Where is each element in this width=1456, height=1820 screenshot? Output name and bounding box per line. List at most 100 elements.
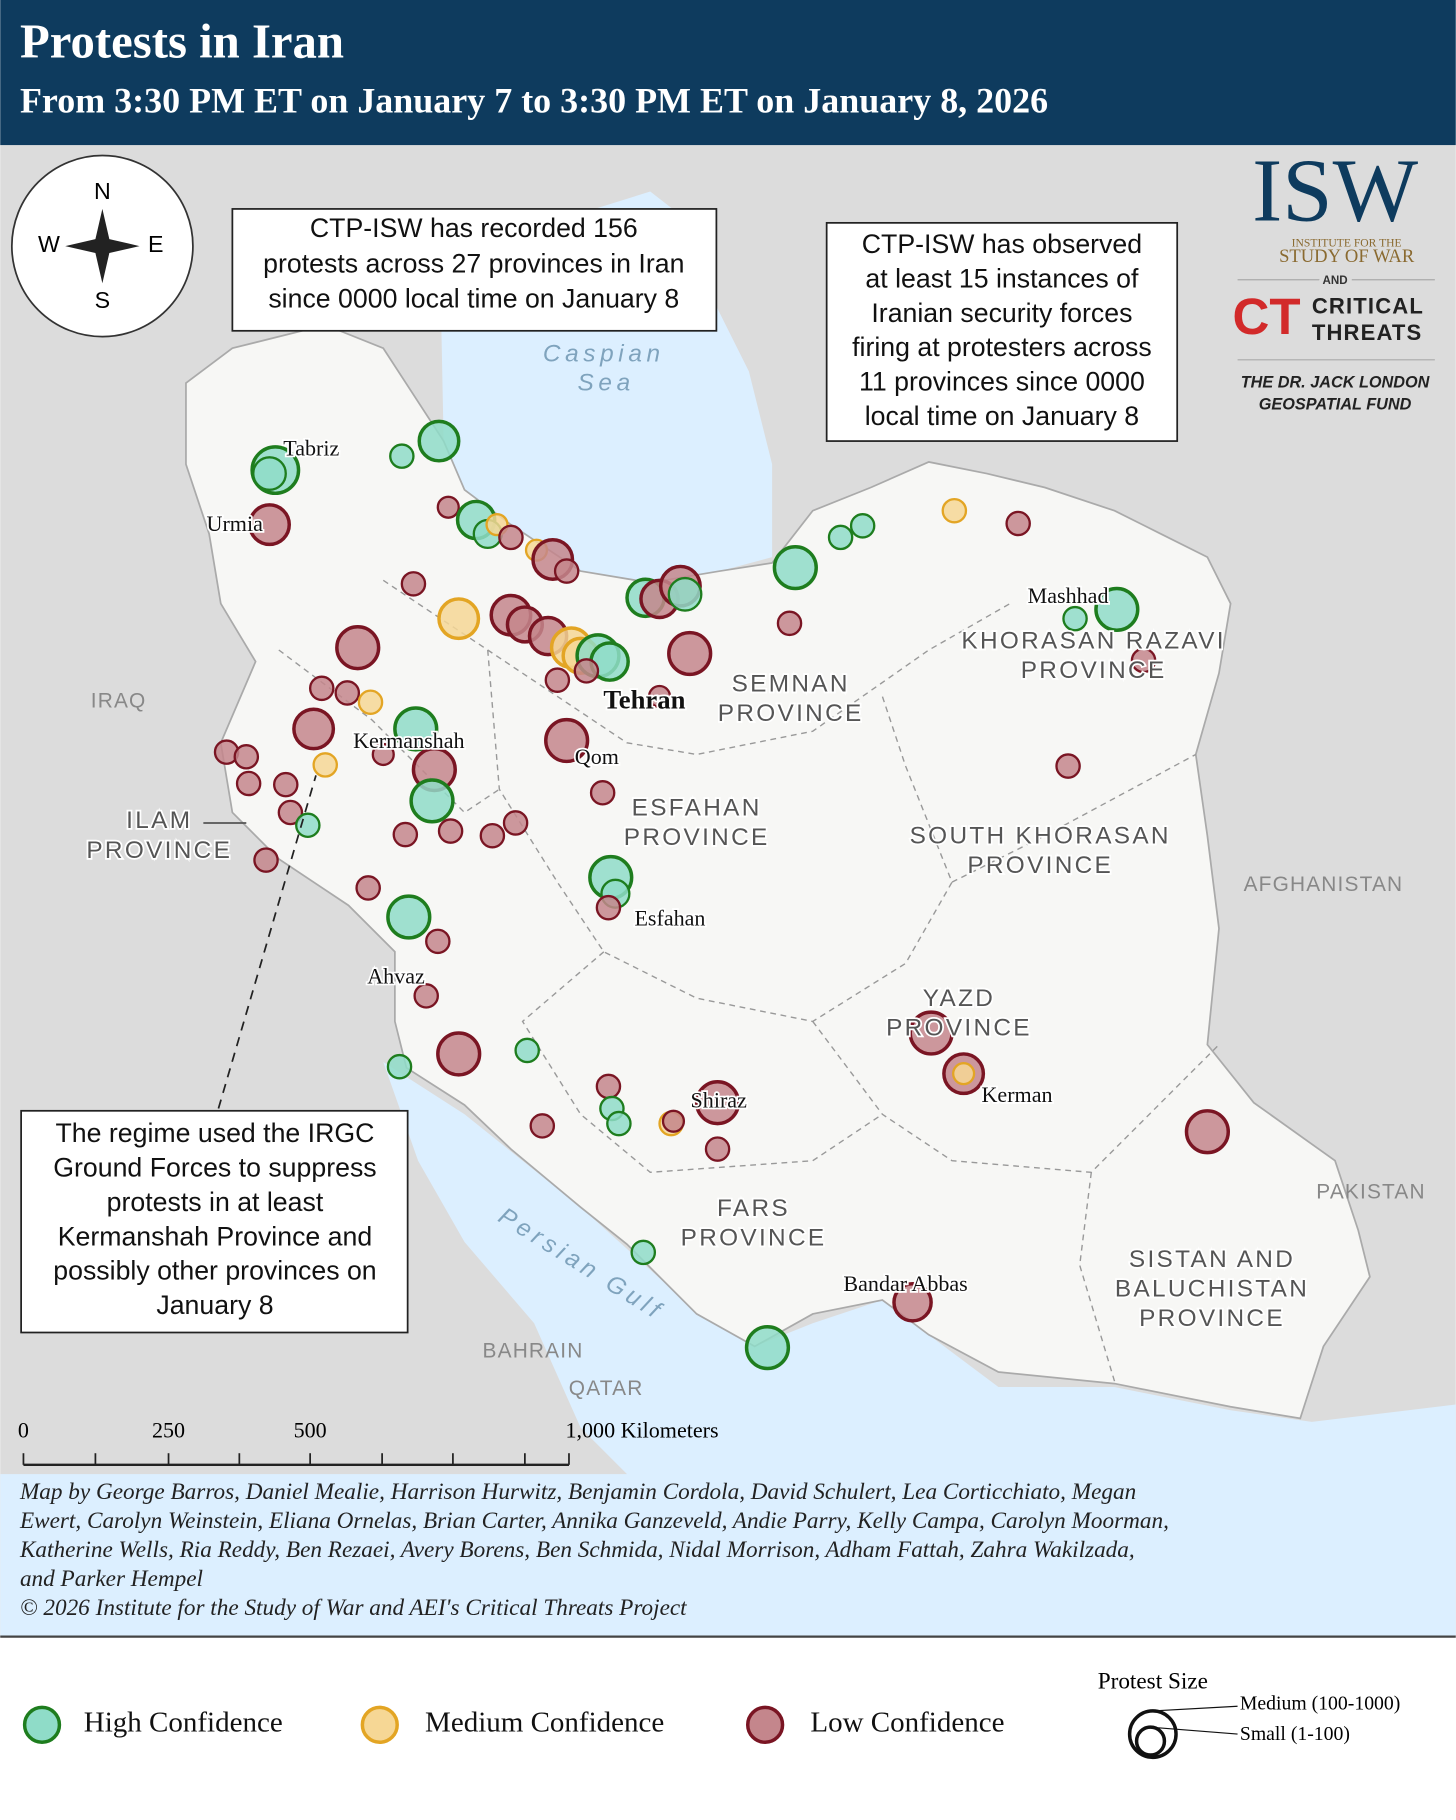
province-label: PROVINCE [681,1225,827,1252]
annotation-line: firing at protesters across [852,332,1152,362]
province-label: PROVINCE [86,837,232,864]
protest-marker [389,443,415,469]
protest-marker [667,630,713,677]
protest-marker [772,544,818,591]
legend-label: Medium Confidence [425,1706,664,1738]
protest-marker [595,1073,622,1100]
legend-swatch [360,1705,399,1744]
protest-marker [308,675,335,702]
compass-e: E [148,231,163,257]
protest-marker [694,1080,741,1126]
size-leader [1150,1726,1238,1735]
scale-label: 500 [294,1417,327,1442]
protest-marker [941,497,968,524]
annotation-line: CTP-ISW has recorded 156 [310,213,638,243]
iran-land [185,324,1371,1420]
credit-line: Ewert, Carolyn Weinstein, Eliana Ornelas… [19,1508,1169,1534]
protest-marker [630,1239,657,1266]
protest-marker [436,495,460,519]
border [521,951,883,1174]
protest-marker [295,812,321,839]
protest-marker [335,625,381,671]
leader-line [217,775,317,1109]
legend-label: Low Confidence [810,1706,1004,1738]
protest-marker [1005,510,1031,537]
protest-marker [355,875,381,901]
protest-marker [392,821,419,848]
city-label: Shiraz [691,1088,748,1113]
city-label: Kermanshah [353,728,464,753]
protest-marker [704,1136,731,1162]
credit-line: Map by George Barros, Daniel Mealie, Har… [19,1479,1136,1505]
province-label: BALUCHISTAN [1115,1276,1309,1303]
protest-marker [386,894,432,940]
logo-isw: ISW [1252,139,1418,240]
annotation-line: local time on January 8 [865,401,1139,431]
protest-marker [437,597,481,641]
scale-ticks: 0 250 500 1,000 Kilometers [18,1417,719,1465]
protest-marker [479,822,506,849]
protest-marker [849,513,876,539]
protest-marker [1055,753,1081,779]
subtitle: From 3:30 PM ET on January 7 to 3:30 PM … [20,81,1048,121]
scale-label: 0 [18,1417,29,1442]
border [951,753,1197,883]
annotation-box [825,221,1179,442]
city-label: Qom [575,744,619,769]
protest-marker [1184,1109,1231,1155]
protest-marker [589,780,616,806]
province-label: PROVINCE [718,700,864,727]
protest-marker [253,847,279,873]
logo-fund1: THE DR. JACK LONDON [1241,373,1431,391]
logo-isw-sub2: STUDY OF WAR [1279,246,1415,267]
water-label: Caspian [543,341,665,368]
annotation-line: since 0000 local time on January 8 [268,284,679,314]
protest-marker [400,571,427,597]
country-label: BAHRAIN [483,1340,584,1363]
province-label: ESFAHAN [632,794,762,821]
annotation-line: Iranian security forces [871,298,1132,328]
compass-n: N [94,178,111,204]
country-label: AFGHANISTAN [1244,873,1404,896]
protest-marker [573,658,600,684]
province-label: FARS [717,1195,790,1222]
city-label: Tabriz [283,435,339,460]
protest-marker [892,1282,933,1323]
city-label: Tehran [603,684,685,714]
border [812,1021,1220,1174]
protest-marker [595,894,622,921]
legend-size-small: Small (1-100) [1240,1723,1350,1745]
water-label: Sea [577,370,634,397]
protest-marker [776,610,803,637]
province-label: SEMNAN [732,670,850,697]
annotation-box [20,1109,409,1334]
protest-marker [393,706,439,752]
scale-bar: 0 250 500 1,000 Kilometers [18,1417,719,1466]
protest-marker [1130,647,1157,674]
city-label: Kerman [982,1082,1053,1107]
protest-marker [667,576,703,612]
protest-marker [371,742,395,767]
border [382,579,1011,756]
protest-marker [952,1062,976,1086]
legend-swatch [22,1705,62,1744]
province-label: PROVINCE [886,1014,1032,1041]
province-label: ILAM [126,807,192,834]
protest-marker [417,419,461,463]
annotation-line: Ground Forces to suppress [53,1153,376,1183]
protest-marker [661,1109,686,1133]
province-label: PROVINCE [1021,657,1167,684]
protest-marker [544,667,571,693]
protest-marker [292,707,336,751]
province-label: PROVINCE [624,824,770,851]
protest-marker [437,818,464,844]
annotation-line: at least 15 instances of [865,263,1139,293]
city-label: Urmia [207,511,264,536]
legend-label: High Confidence [84,1706,283,1738]
protest-marker [409,778,455,824]
country-label: QATAR [569,1377,644,1400]
protest-marker [252,456,287,491]
province-label: YAZD [923,985,995,1012]
annotation-line: January 8 [156,1290,273,1320]
